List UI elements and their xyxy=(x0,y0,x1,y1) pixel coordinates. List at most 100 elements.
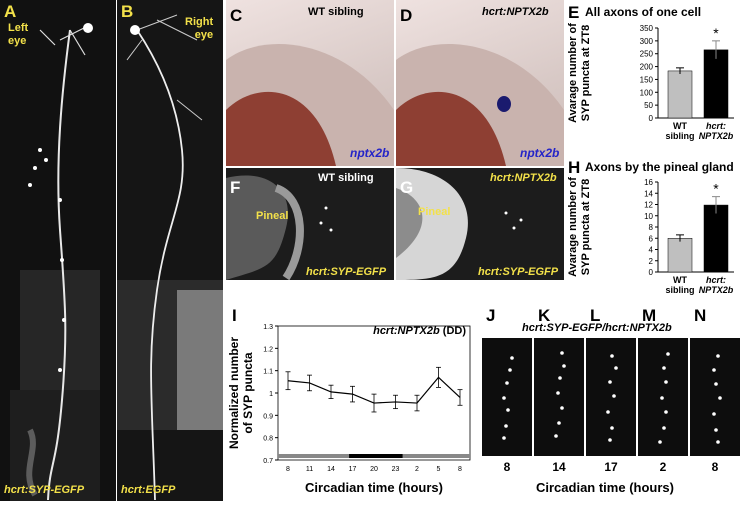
chart-e-category-label: WT xyxy=(673,121,687,131)
syp-punctum xyxy=(608,380,612,384)
panel-b-transgene: hcrt:EGFP xyxy=(121,484,176,496)
syp-punctum xyxy=(554,434,558,438)
panel-j-label: J xyxy=(486,306,496,325)
chart-h: Avarage number of SYP puncta at ZT8 0 2 4 6 8 1… xyxy=(567,177,734,295)
chart-i-xtick-label: 8 xyxy=(286,466,290,473)
panel-d-probe: nptx2b xyxy=(520,146,560,160)
chart-e-category-label: NPTX2b xyxy=(699,131,734,141)
syp-punctum xyxy=(660,396,664,400)
pineal-image-f xyxy=(226,168,394,281)
panel-k-image xyxy=(534,338,584,456)
chart-e-ytick-label: 200 xyxy=(640,63,654,72)
panel-b-label: B xyxy=(121,2,134,21)
panel-l-time: 17 xyxy=(604,460,618,474)
panel-d-title: hcrt:NPTX2b xyxy=(482,6,549,18)
nptx2b-stain xyxy=(497,96,511,112)
syp-punctum xyxy=(558,376,562,380)
syp-punctum xyxy=(662,426,666,430)
chart-h-significance-star: * xyxy=(713,181,719,197)
syp-punctum xyxy=(610,354,614,358)
chart-e-ytick-label: 350 xyxy=(640,24,654,33)
panel-f-label: F xyxy=(230,178,241,197)
syp-punctum xyxy=(714,382,718,386)
chart-i-ylabel-line2: of SYP puncta xyxy=(241,352,255,433)
chart-e-significance-star: * xyxy=(713,25,719,41)
syp-punctum xyxy=(712,412,716,416)
chart-e-ytick-label: 300 xyxy=(640,37,654,46)
syp-punctum xyxy=(612,394,616,398)
syp-punctum xyxy=(556,391,560,395)
chart-h-ytick-label: 12 xyxy=(644,201,653,210)
right-eye-label: Right eye xyxy=(185,16,213,42)
panel-m-image xyxy=(638,338,688,456)
syp-punctum xyxy=(562,364,566,368)
panel-c-label: C xyxy=(230,6,243,25)
syp-punctum xyxy=(714,428,718,432)
chart-e-ytick-label: 250 xyxy=(640,50,654,59)
panel-h-title: Axons by the pineal gland xyxy=(585,160,734,174)
chart-e-ytick-label: 150 xyxy=(640,75,654,84)
chart-e-category-label: hcrt: xyxy=(706,121,726,131)
axon-image-b xyxy=(117,0,223,501)
panel-l-image xyxy=(586,338,636,456)
syp-punctum xyxy=(510,356,514,360)
syp-punctum xyxy=(718,396,722,400)
chart-h-ylabel-line2: SYP puncta at ZT8 xyxy=(580,179,592,275)
panel-k-background xyxy=(534,338,584,456)
syp-punctum xyxy=(614,366,618,370)
chart-e-ylabel-line1: Avarage number of xyxy=(567,23,579,123)
panel-jn-xlabel: Circadian time (hours) xyxy=(536,480,674,495)
chart-i-xtick-label: 8 xyxy=(458,466,462,473)
embryo-image-d xyxy=(396,44,564,166)
left-eye-line2: eye xyxy=(8,35,27,47)
syp-punctum xyxy=(658,440,662,444)
panel-n-image xyxy=(690,338,740,456)
chart-h-ytick-label: 10 xyxy=(644,212,653,221)
chart-h-category-label: NPTX2b xyxy=(699,285,734,295)
syp-punctum xyxy=(504,424,508,428)
chart-h-ytick-label: 0 xyxy=(649,268,654,277)
panel-j-background xyxy=(482,338,532,456)
panel-k-time: 14 xyxy=(552,460,566,474)
panel-j-time: 8 xyxy=(503,460,511,474)
chart-i-ytick-label: 1.2 xyxy=(263,346,273,353)
syp-punctum xyxy=(508,368,512,372)
syp-punctum xyxy=(502,396,506,400)
chart-i-title: hcrt:NPTX2b (DD) xyxy=(373,325,466,337)
panel-n-label: N xyxy=(694,306,707,325)
panel-a-transgene: hcrt:SYP-EGFP xyxy=(4,484,85,496)
chart-h-ytick-label: 8 xyxy=(649,223,654,232)
chart-h-ytick-label: 16 xyxy=(644,178,653,187)
chart-i-ylabel-line1: Normalized number xyxy=(227,337,241,449)
chart-i-ytick-label: 0.8 xyxy=(263,436,273,443)
chart-h-ytick-label: 4 xyxy=(649,246,654,255)
chart-i-xtick-label: 2 xyxy=(415,466,419,473)
chart-i-xtick-label: 20 xyxy=(370,466,378,473)
syp-punctum xyxy=(712,368,716,372)
chart-i-subjective-day-bar-2 xyxy=(402,454,470,458)
syp-punctum xyxy=(666,352,670,356)
syp-punctum xyxy=(716,440,720,444)
panel-m-time: 2 xyxy=(659,460,667,474)
chart-i-ytick-label: 1.1 xyxy=(263,369,273,376)
chart-h-category-label: hcrt: xyxy=(706,275,726,285)
syp-punctum xyxy=(716,354,720,358)
syp-punctum xyxy=(560,351,564,355)
panel-d-image xyxy=(396,0,564,166)
axon-image-a xyxy=(0,0,116,501)
panel-c-probe: nptx2b xyxy=(350,146,390,160)
chart-i-frame xyxy=(277,325,471,461)
chart-h-category-label: WT xyxy=(673,275,687,285)
chart-i-subjective-night-bar xyxy=(349,454,403,458)
panel-j-image xyxy=(482,338,532,456)
chart-e-ytick-label: 50 xyxy=(644,101,653,110)
chart-e-category-label: sibling xyxy=(666,131,695,141)
panel-f-image xyxy=(226,168,394,281)
panel-n-time: 8 xyxy=(711,460,719,474)
panel-c-image xyxy=(226,0,394,166)
chart-h-bar xyxy=(667,238,693,273)
chart-i-xlabel: Circadian time (hours) xyxy=(305,480,443,495)
panel-g-transgene: hcrt:SYP-EGFP xyxy=(478,266,559,278)
syp-punctum xyxy=(505,381,509,385)
pineal-image-g xyxy=(396,168,564,280)
